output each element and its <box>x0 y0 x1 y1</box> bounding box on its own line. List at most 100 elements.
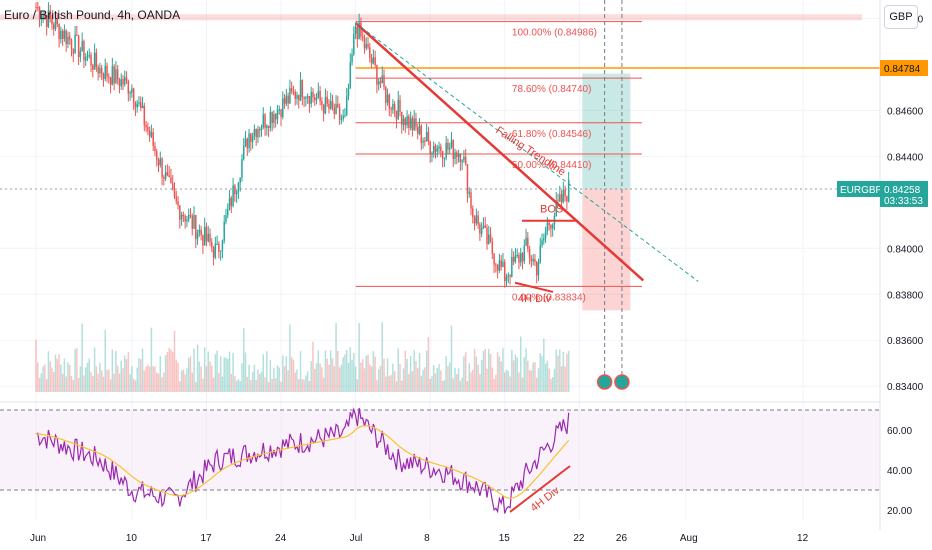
candle-body <box>262 114 265 128</box>
volume-bar <box>512 360 515 392</box>
candle-body <box>381 75 383 84</box>
volume-bar <box>427 337 430 392</box>
candle-body <box>475 215 478 224</box>
candle-body <box>182 214 185 217</box>
time-tick-label: 15 <box>499 533 511 544</box>
volume-bar <box>519 336 522 392</box>
volume-bar <box>335 323 337 392</box>
rsi-line <box>35 407 570 514</box>
current-price-badge <box>880 180 928 207</box>
candle-body <box>511 257 513 277</box>
volume-bar <box>227 358 229 392</box>
volume-bar <box>115 351 117 392</box>
candle-body <box>61 31 64 39</box>
candle-body <box>496 265 499 271</box>
candle-body <box>68 36 71 40</box>
volume-bar <box>179 381 181 392</box>
bos-label: BOS <box>540 204 563 216</box>
highlight-price-label: 0.84784 <box>884 64 921 75</box>
volume-bar <box>329 350 332 392</box>
candle-body <box>527 237 529 249</box>
volume-bar <box>566 353 568 392</box>
volume-bar <box>530 370 533 392</box>
candle-body <box>45 15 48 27</box>
volume-bar <box>95 366 98 392</box>
volume-bar <box>127 352 130 392</box>
candle-body <box>253 129 256 136</box>
volume-bar <box>434 373 437 392</box>
candle-body <box>72 48 75 54</box>
volume-bar <box>432 365 435 392</box>
candle-body <box>418 125 421 134</box>
rsi-tick-label: 60.00 <box>887 426 912 437</box>
time-tick-label: 17 <box>200 533 212 544</box>
symbol-label: EURGBP <box>840 185 883 196</box>
candle-body <box>47 10 50 27</box>
volume-bar <box>514 354 517 392</box>
candle-body <box>470 192 472 209</box>
volume-bar <box>120 360 122 392</box>
candle-body <box>370 57 373 64</box>
candle-body <box>489 234 492 242</box>
candle-body <box>345 96 348 116</box>
candle-body <box>372 57 375 64</box>
highlight-price-badge <box>880 60 928 77</box>
volume-bar <box>518 372 520 392</box>
volume-bar <box>184 374 186 392</box>
volume-bar <box>475 356 478 392</box>
volume-bar <box>182 369 185 392</box>
volume-bar <box>207 351 209 392</box>
candle-body <box>544 231 547 239</box>
candle-body <box>283 98 286 104</box>
candle-body <box>108 76 110 78</box>
candle-body <box>196 232 199 239</box>
candle-body <box>440 146 442 152</box>
candle-body <box>148 130 151 137</box>
volume-bar <box>122 367 124 392</box>
candle-body <box>408 116 410 128</box>
candle-body <box>118 79 121 87</box>
volume-bar <box>83 375 85 392</box>
candle-body <box>218 243 220 252</box>
volume-bar <box>369 364 371 392</box>
candle-body <box>298 95 300 101</box>
volume-bar <box>314 368 316 392</box>
volume-bar <box>125 359 128 392</box>
candle-body <box>273 114 275 123</box>
volume-bar <box>241 363 243 392</box>
currency-selector[interactable]: GBP <box>884 5 918 29</box>
volume-bar <box>81 323 83 392</box>
volume-bar <box>108 369 110 392</box>
volume-bar <box>470 372 472 392</box>
volume-bar <box>395 381 398 392</box>
candle-body <box>271 112 273 123</box>
volume-bar <box>67 362 69 392</box>
volume-bar <box>345 349 348 392</box>
candle-body <box>314 97 316 101</box>
volume-bar <box>166 351 169 392</box>
volume-bar <box>548 368 550 392</box>
candle-body <box>232 185 234 206</box>
candle-body <box>136 103 138 108</box>
volume-bar <box>195 381 197 392</box>
candle-body <box>528 248 531 259</box>
volume-bar <box>155 372 158 392</box>
candle-body <box>290 88 293 92</box>
candle-body <box>456 152 458 157</box>
event-marker <box>614 374 630 390</box>
candle-body <box>484 225 486 228</box>
candle-body <box>468 192 470 194</box>
candle-body <box>205 226 208 242</box>
volume-bar <box>560 366 563 392</box>
volume-bar <box>84 367 87 392</box>
candle-body <box>454 152 456 159</box>
volume-bar <box>372 351 375 392</box>
volume-bar <box>525 348 527 392</box>
candle-body <box>100 67 103 74</box>
candle-body <box>299 80 302 101</box>
volume-bar <box>143 370 146 392</box>
volume-bar <box>491 367 494 392</box>
volume-bar <box>310 360 312 392</box>
candle-body <box>278 109 281 111</box>
